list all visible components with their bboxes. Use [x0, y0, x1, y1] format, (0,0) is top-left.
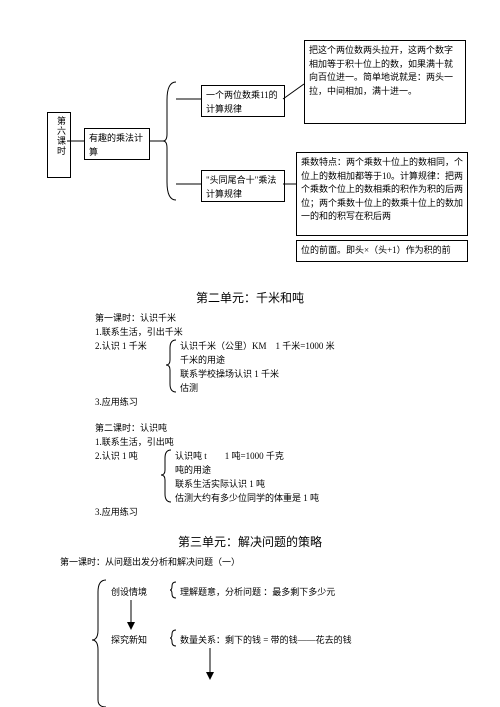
- unit3-connectors: [0, 0, 500, 707]
